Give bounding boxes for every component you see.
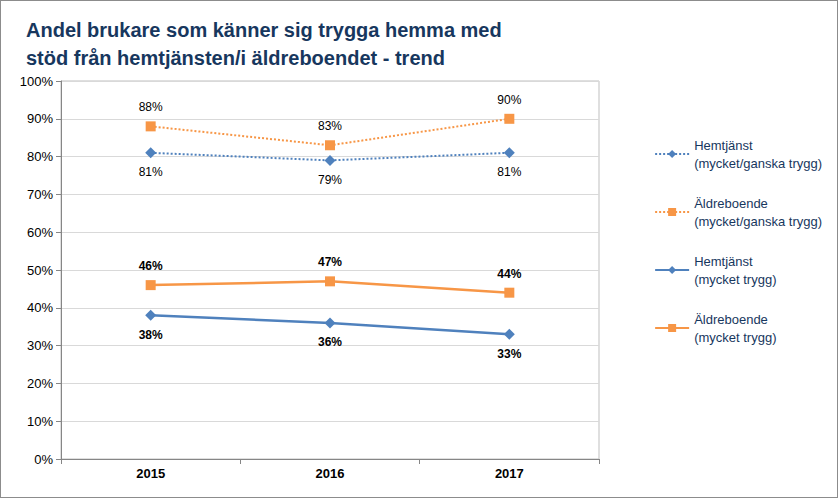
svg-text:(mycket/ganska trygg): (mycket/ganska trygg) [694, 156, 822, 171]
svg-text:60%: 60% [27, 225, 53, 240]
svg-text:80%: 80% [27, 149, 53, 164]
svg-text:70%: 70% [27, 187, 53, 202]
svg-text:50%: 50% [27, 263, 53, 278]
svg-text:Hemtjänst: Hemtjänst [694, 254, 753, 269]
svg-text:stöd från hemtjänsten/i äldreb: stöd från hemtjänsten/i äldreboendet - t… [26, 47, 445, 69]
svg-text:2015: 2015 [136, 466, 165, 481]
svg-text:88%: 88% [139, 100, 163, 114]
svg-text:79%: 79% [318, 173, 342, 187]
svg-text:(mycket/ganska trygg): (mycket/ganska trygg) [694, 214, 822, 229]
svg-text:81%: 81% [139, 165, 163, 179]
svg-text:20%: 20% [27, 376, 53, 391]
svg-text:47%: 47% [318, 255, 342, 269]
svg-text:2017: 2017 [495, 466, 524, 481]
svg-text:(mycket trygg): (mycket trygg) [694, 272, 776, 287]
svg-text:83%: 83% [318, 119, 342, 133]
svg-text:90%: 90% [497, 93, 521, 107]
svg-text:100%: 100% [20, 74, 54, 89]
svg-text:33%: 33% [497, 347, 521, 361]
svg-text:10%: 10% [27, 414, 53, 429]
svg-text:46%: 46% [139, 259, 163, 273]
svg-text:0%: 0% [34, 452, 53, 467]
svg-text:(mycket trygg): (mycket trygg) [694, 330, 776, 345]
svg-text:Hemtjänst: Hemtjänst [694, 138, 753, 153]
svg-text:40%: 40% [27, 300, 53, 315]
svg-text:90%: 90% [27, 111, 53, 126]
svg-text:Andel brukare som känner sig t: Andel brukare som känner sig trygga hemm… [26, 19, 502, 41]
svg-text:36%: 36% [318, 335, 342, 349]
svg-text:Äldreboende: Äldreboende [694, 312, 768, 327]
svg-text:2016: 2016 [316, 466, 345, 481]
svg-text:30%: 30% [27, 338, 53, 353]
svg-text:44%: 44% [497, 267, 521, 281]
svg-text:Äldreboende: Äldreboende [694, 196, 768, 211]
svg-text:38%: 38% [139, 328, 163, 342]
svg-text:81%: 81% [497, 165, 521, 179]
